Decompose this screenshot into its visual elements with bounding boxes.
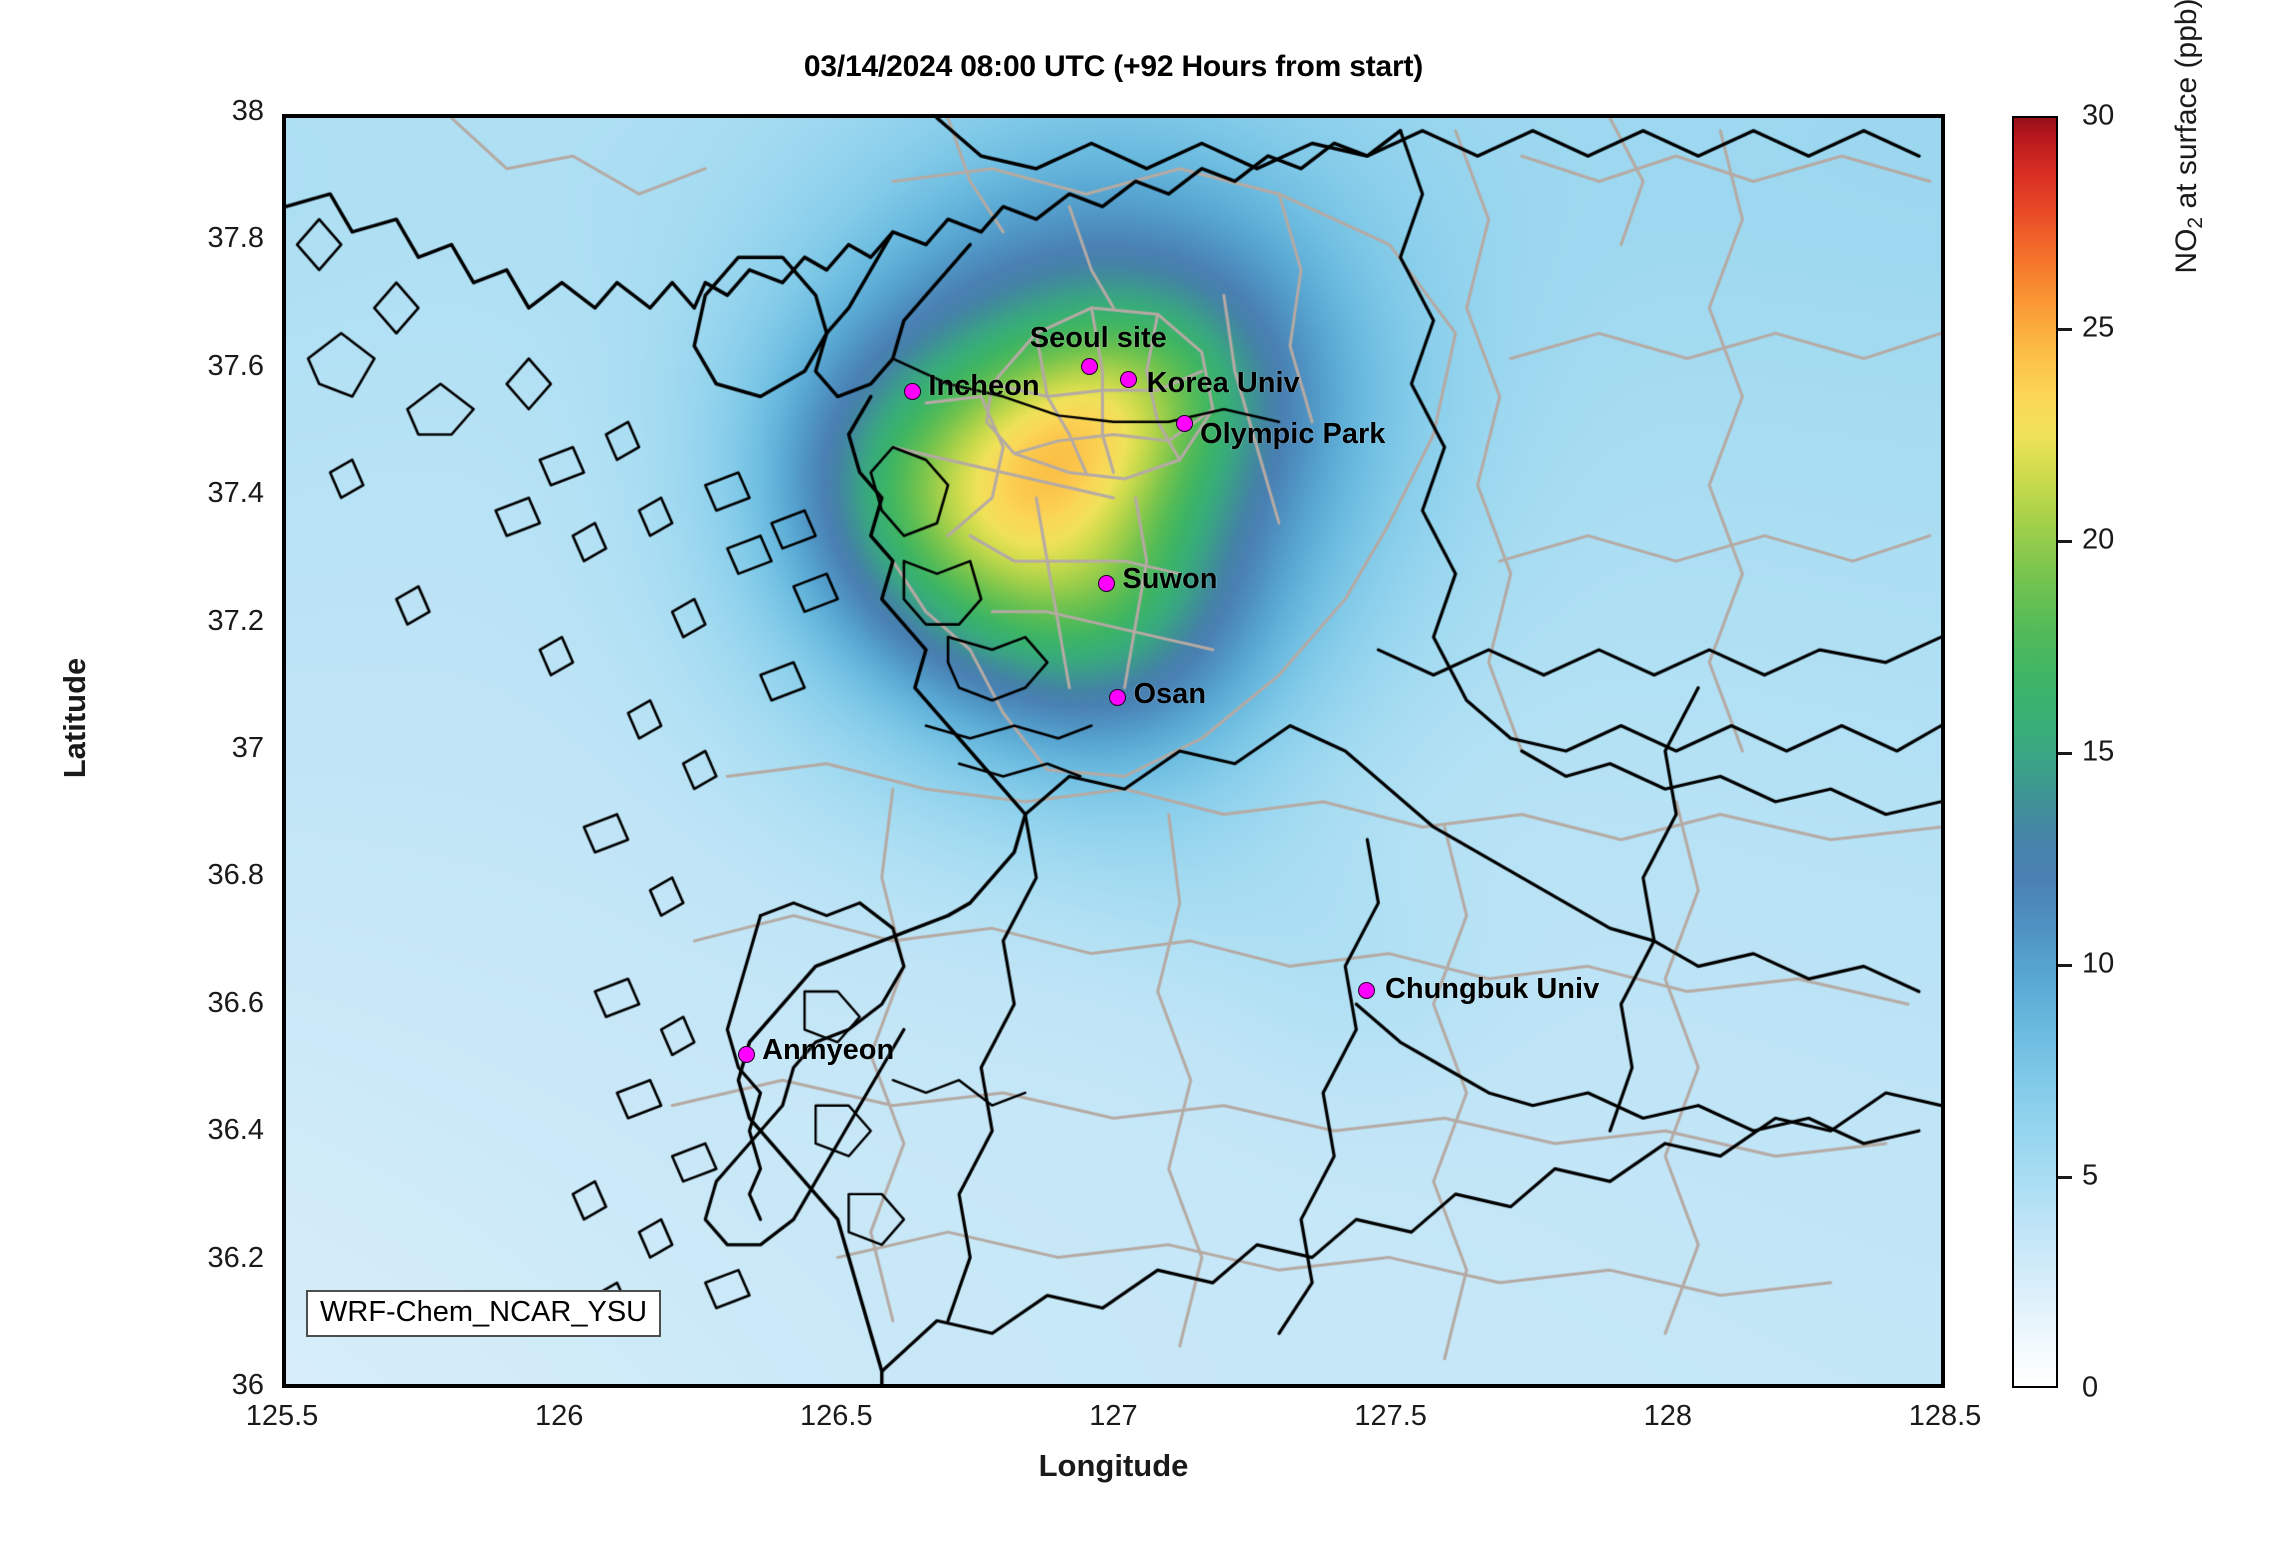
y-tick-label: 37.4	[207, 477, 264, 510]
y-tick-label: 37.8	[207, 222, 264, 255]
station-label: Incheon	[928, 369, 1040, 402]
x-tick-label: 127	[1089, 1400, 1138, 1432]
station-marker[interactable]	[1081, 357, 1099, 375]
colorbar-axis-label: NO2 at surface (ppb)	[2170, 0, 2208, 446]
colorbar: 30 25 20 15 10 5 0 NO2 at surface (ppb)	[2012, 0, 2207, 1404]
colorbar-gradient	[2012, 116, 2058, 1388]
station-marker[interactable]	[903, 383, 921, 401]
station-marker[interactable]	[1120, 370, 1138, 388]
y-tick-label: 36.4	[207, 1114, 264, 1147]
colorbar-tick-label: 30	[2082, 99, 2115, 132]
model-name-annotation: WRF-Chem_NCAR_YSU	[306, 1290, 662, 1338]
colorbar-label-no: NO	[2170, 228, 2203, 274]
colorbar-label-subscript: 2	[2183, 216, 2207, 229]
colorbar-tick-mark	[2058, 964, 2072, 967]
y-tick-label: 37.2	[207, 604, 264, 637]
y-tick-label: 37	[231, 732, 264, 764]
colorbar-tick-mark	[2058, 540, 2072, 543]
colorbar-tick-label: 15	[2082, 735, 2115, 768]
x-tick-label: 128.5	[1908, 1400, 1982, 1432]
colorbar-tick-mark	[2058, 752, 2072, 755]
colorbar-tick-label: 25	[2082, 311, 2115, 344]
colorbar-tick-label: 0	[2082, 1371, 2099, 1404]
station-label: Olympic Park	[1200, 417, 1386, 450]
station-label: Korea Univ	[1146, 367, 1300, 400]
page-title: 03/14/2024 08:00 UTC (+92 Hours from sta…	[803, 50, 1424, 83]
station-marker[interactable]	[1109, 689, 1126, 707]
y-tick-label: 38	[231, 95, 264, 127]
x-tick-label: 125.5	[245, 1400, 319, 1432]
x-tick-label: 127.5	[1354, 1400, 1427, 1432]
station-label: Anmyeon	[762, 1034, 895, 1067]
colorbar-tick-mark	[2058, 328, 2072, 331]
station-label: Seoul site	[1029, 322, 1167, 355]
y-tick-label: 36	[231, 1369, 264, 1401]
station-label: Suwon	[1122, 563, 1218, 595]
colorbar-tick-label: 10	[2082, 947, 2115, 980]
station-marker[interactable]	[1097, 574, 1115, 592]
y-tick-label: 36.6	[207, 986, 264, 1019]
map-axes: WRF-Chem_NCAR_YSU Seoul site Korea Univ Ol…	[282, 114, 1945, 1388]
y-axis-label: Latitude	[57, 657, 92, 779]
colorbar-tick-label: 5	[2082, 1159, 2099, 1192]
station-marker[interactable]	[737, 1045, 755, 1063]
x-tick-label: 126.5	[800, 1400, 873, 1432]
y-tick-label: 36.8	[207, 859, 264, 892]
colorbar-label-rest: at surface (ppb)	[2170, 0, 2203, 217]
no2-concentration-heatmap	[286, 118, 1941, 1384]
colorbar-tick-mark	[2058, 1176, 2072, 1179]
station-label: Osan	[1133, 677, 1207, 710]
station-marker[interactable]	[1358, 982, 1376, 1000]
y-tick-label: 37.6	[207, 349, 264, 382]
x-tick-label: 128	[1643, 1400, 1693, 1432]
colorbar-tick-label: 20	[2082, 523, 2115, 556]
station-marker[interactable]	[1175, 415, 1193, 433]
x-axis-label: Longitude	[1038, 1448, 1189, 1483]
y-tick-label: 36.2	[207, 1241, 264, 1274]
station-label: Chungbuk Univ	[1384, 972, 1600, 1005]
x-tick-label: 126	[534, 1400, 584, 1432]
